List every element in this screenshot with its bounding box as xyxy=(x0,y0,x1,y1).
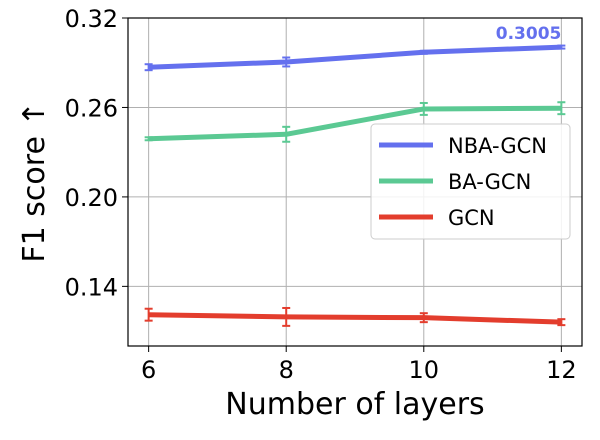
x-tick-label: 8 xyxy=(279,356,294,384)
y-tick-label: 0.26 xyxy=(65,94,118,122)
y-axis-label: F1 score ↑ xyxy=(17,101,52,262)
series-line-nba-gcn xyxy=(148,44,562,70)
axis-ticks: 6 8 10 12 0.14 0.20 0.26 0.32 xyxy=(65,5,577,384)
legend-label-gcn: GCN xyxy=(448,206,495,230)
series-layer xyxy=(144,44,566,327)
x-tick-label: 10 xyxy=(409,356,440,384)
grid-lines xyxy=(128,17,582,346)
series-line-ba-gcn xyxy=(148,105,562,142)
x-axis-label: Number of layers xyxy=(225,387,484,422)
legend-label-ba-gcn: BA-GCN xyxy=(448,170,531,194)
y-tick-label: 0.32 xyxy=(65,5,118,33)
series-line-gcn xyxy=(148,312,562,325)
legend-label-nba-gcn: NBA-GCN xyxy=(448,134,547,158)
x-tick-label: 6 xyxy=(141,356,156,384)
legend-box xyxy=(370,123,571,240)
series-gcn xyxy=(144,306,566,327)
annotation-label: 0.3005 xyxy=(496,24,562,44)
plot-frame xyxy=(127,17,583,347)
series-nba-gcn xyxy=(144,44,566,72)
series-ba-gcn xyxy=(144,101,566,143)
legend: NBA-GCN BA-GCN GCN xyxy=(370,123,571,240)
x-tick-label: 12 xyxy=(546,356,577,384)
y-tick-label: 0.20 xyxy=(65,184,118,212)
y-tick-label: 0.14 xyxy=(65,273,118,301)
